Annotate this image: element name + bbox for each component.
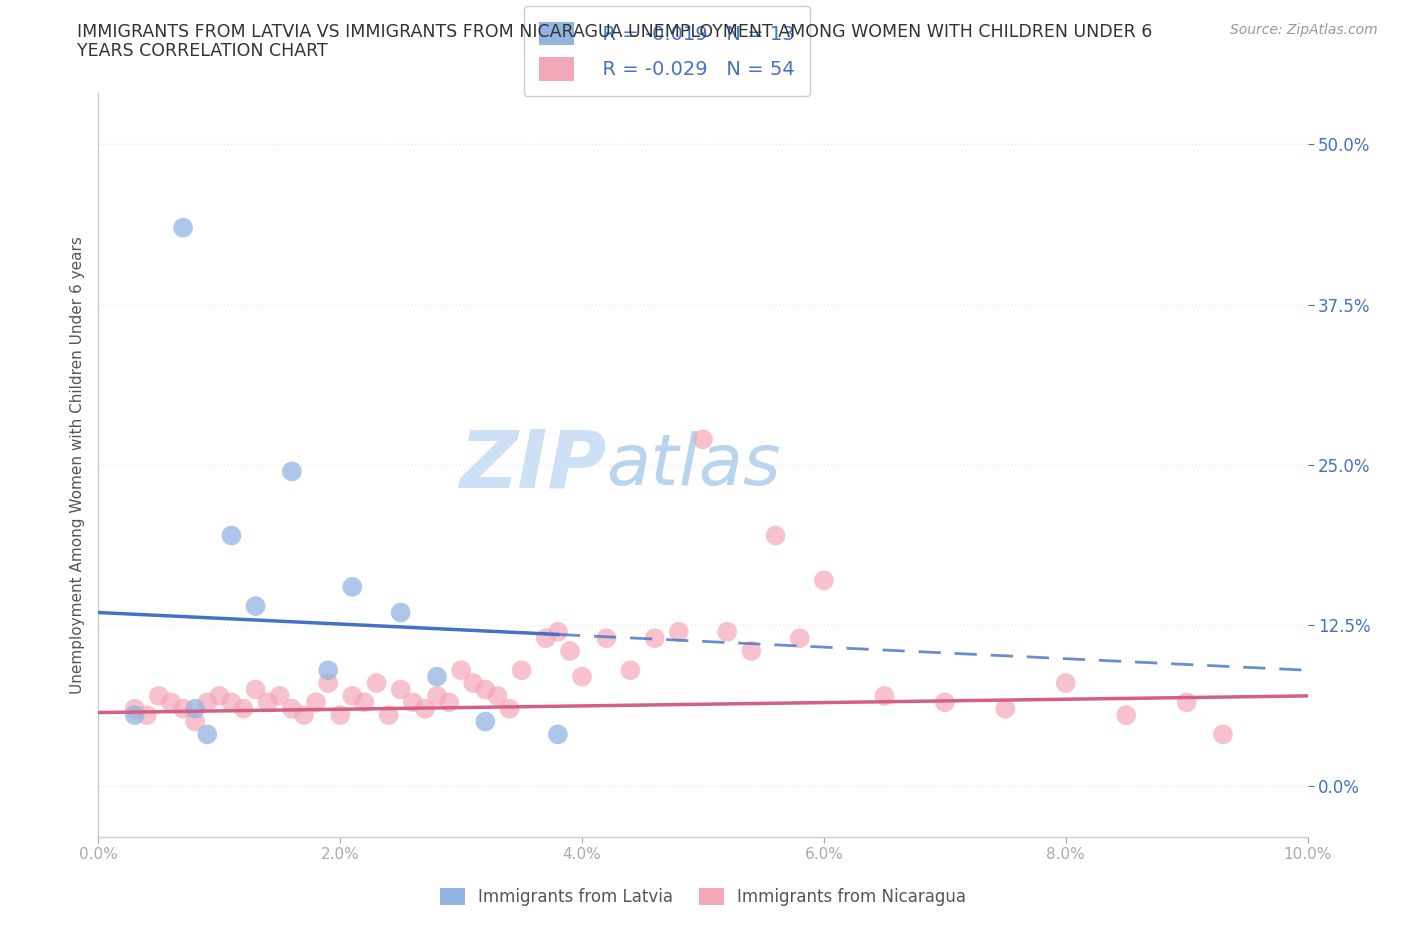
Point xyxy=(221,528,243,543)
Point xyxy=(1175,695,1198,710)
Legend:   R = -0.019   N = 13,   R = -0.029   N = 54: R = -0.019 N = 13, R = -0.029 N = 54 xyxy=(523,6,810,96)
Point xyxy=(184,701,207,716)
Text: Source: ZipAtlas.com: Source: ZipAtlas.com xyxy=(1230,23,1378,37)
Point xyxy=(1054,675,1077,690)
Point xyxy=(124,708,146,723)
Point xyxy=(402,695,425,710)
Point xyxy=(437,695,460,710)
Point xyxy=(498,701,520,716)
Point xyxy=(547,624,569,639)
Point xyxy=(172,220,194,235)
Point xyxy=(172,701,194,716)
Point xyxy=(184,714,207,729)
Point xyxy=(221,695,243,710)
Point xyxy=(305,695,328,710)
Point xyxy=(1115,708,1137,723)
Point xyxy=(124,701,146,716)
Point xyxy=(813,573,835,588)
Point xyxy=(474,682,496,697)
Point xyxy=(644,631,666,645)
Point xyxy=(389,605,412,620)
Point xyxy=(342,688,364,703)
Point xyxy=(463,675,485,690)
Point xyxy=(208,688,231,703)
Point xyxy=(426,688,449,703)
Point xyxy=(366,675,388,690)
Point xyxy=(486,688,509,703)
Legend: Immigrants from Latvia, Immigrants from Nicaragua: Immigrants from Latvia, Immigrants from … xyxy=(433,881,973,912)
Point xyxy=(269,688,291,703)
Point xyxy=(329,708,352,723)
Point xyxy=(281,464,304,479)
Point xyxy=(534,631,557,645)
Point xyxy=(994,701,1017,716)
Text: ZIP: ZIP xyxy=(458,426,606,504)
Point xyxy=(668,624,690,639)
Point xyxy=(292,708,315,723)
Point xyxy=(1212,727,1234,742)
Point xyxy=(160,695,183,710)
Point xyxy=(195,695,218,710)
Point xyxy=(148,688,170,703)
Text: atlas: atlas xyxy=(606,431,780,499)
Text: YEARS CORRELATION CHART: YEARS CORRELATION CHART xyxy=(77,42,328,60)
Point xyxy=(558,644,581,658)
Point xyxy=(716,624,738,639)
Point xyxy=(765,528,787,543)
Point xyxy=(426,670,449,684)
Point xyxy=(571,670,593,684)
Point xyxy=(232,701,254,716)
Point xyxy=(450,663,472,678)
Point xyxy=(789,631,811,645)
Point xyxy=(510,663,533,678)
Point xyxy=(873,688,896,703)
Point xyxy=(353,695,375,710)
Point xyxy=(547,727,569,742)
Y-axis label: Unemployment Among Women with Children Under 6 years: Unemployment Among Women with Children U… xyxy=(69,236,84,694)
Point xyxy=(316,663,339,678)
Point xyxy=(413,701,436,716)
Point xyxy=(474,714,496,729)
Point xyxy=(740,644,762,658)
Point xyxy=(934,695,956,710)
Point xyxy=(692,432,714,446)
Point xyxy=(281,701,304,716)
Point xyxy=(245,599,267,614)
Point xyxy=(377,708,399,723)
Point xyxy=(619,663,641,678)
Text: IMMIGRANTS FROM LATVIA VS IMMIGRANTS FROM NICARAGUA UNEMPLOYMENT AMONG WOMEN WIT: IMMIGRANTS FROM LATVIA VS IMMIGRANTS FRO… xyxy=(77,23,1153,41)
Point xyxy=(135,708,157,723)
Point xyxy=(195,727,218,742)
Point xyxy=(342,579,364,594)
Point xyxy=(389,682,412,697)
Point xyxy=(256,695,278,710)
Point xyxy=(245,682,267,697)
Point xyxy=(316,675,339,690)
Point xyxy=(595,631,617,645)
